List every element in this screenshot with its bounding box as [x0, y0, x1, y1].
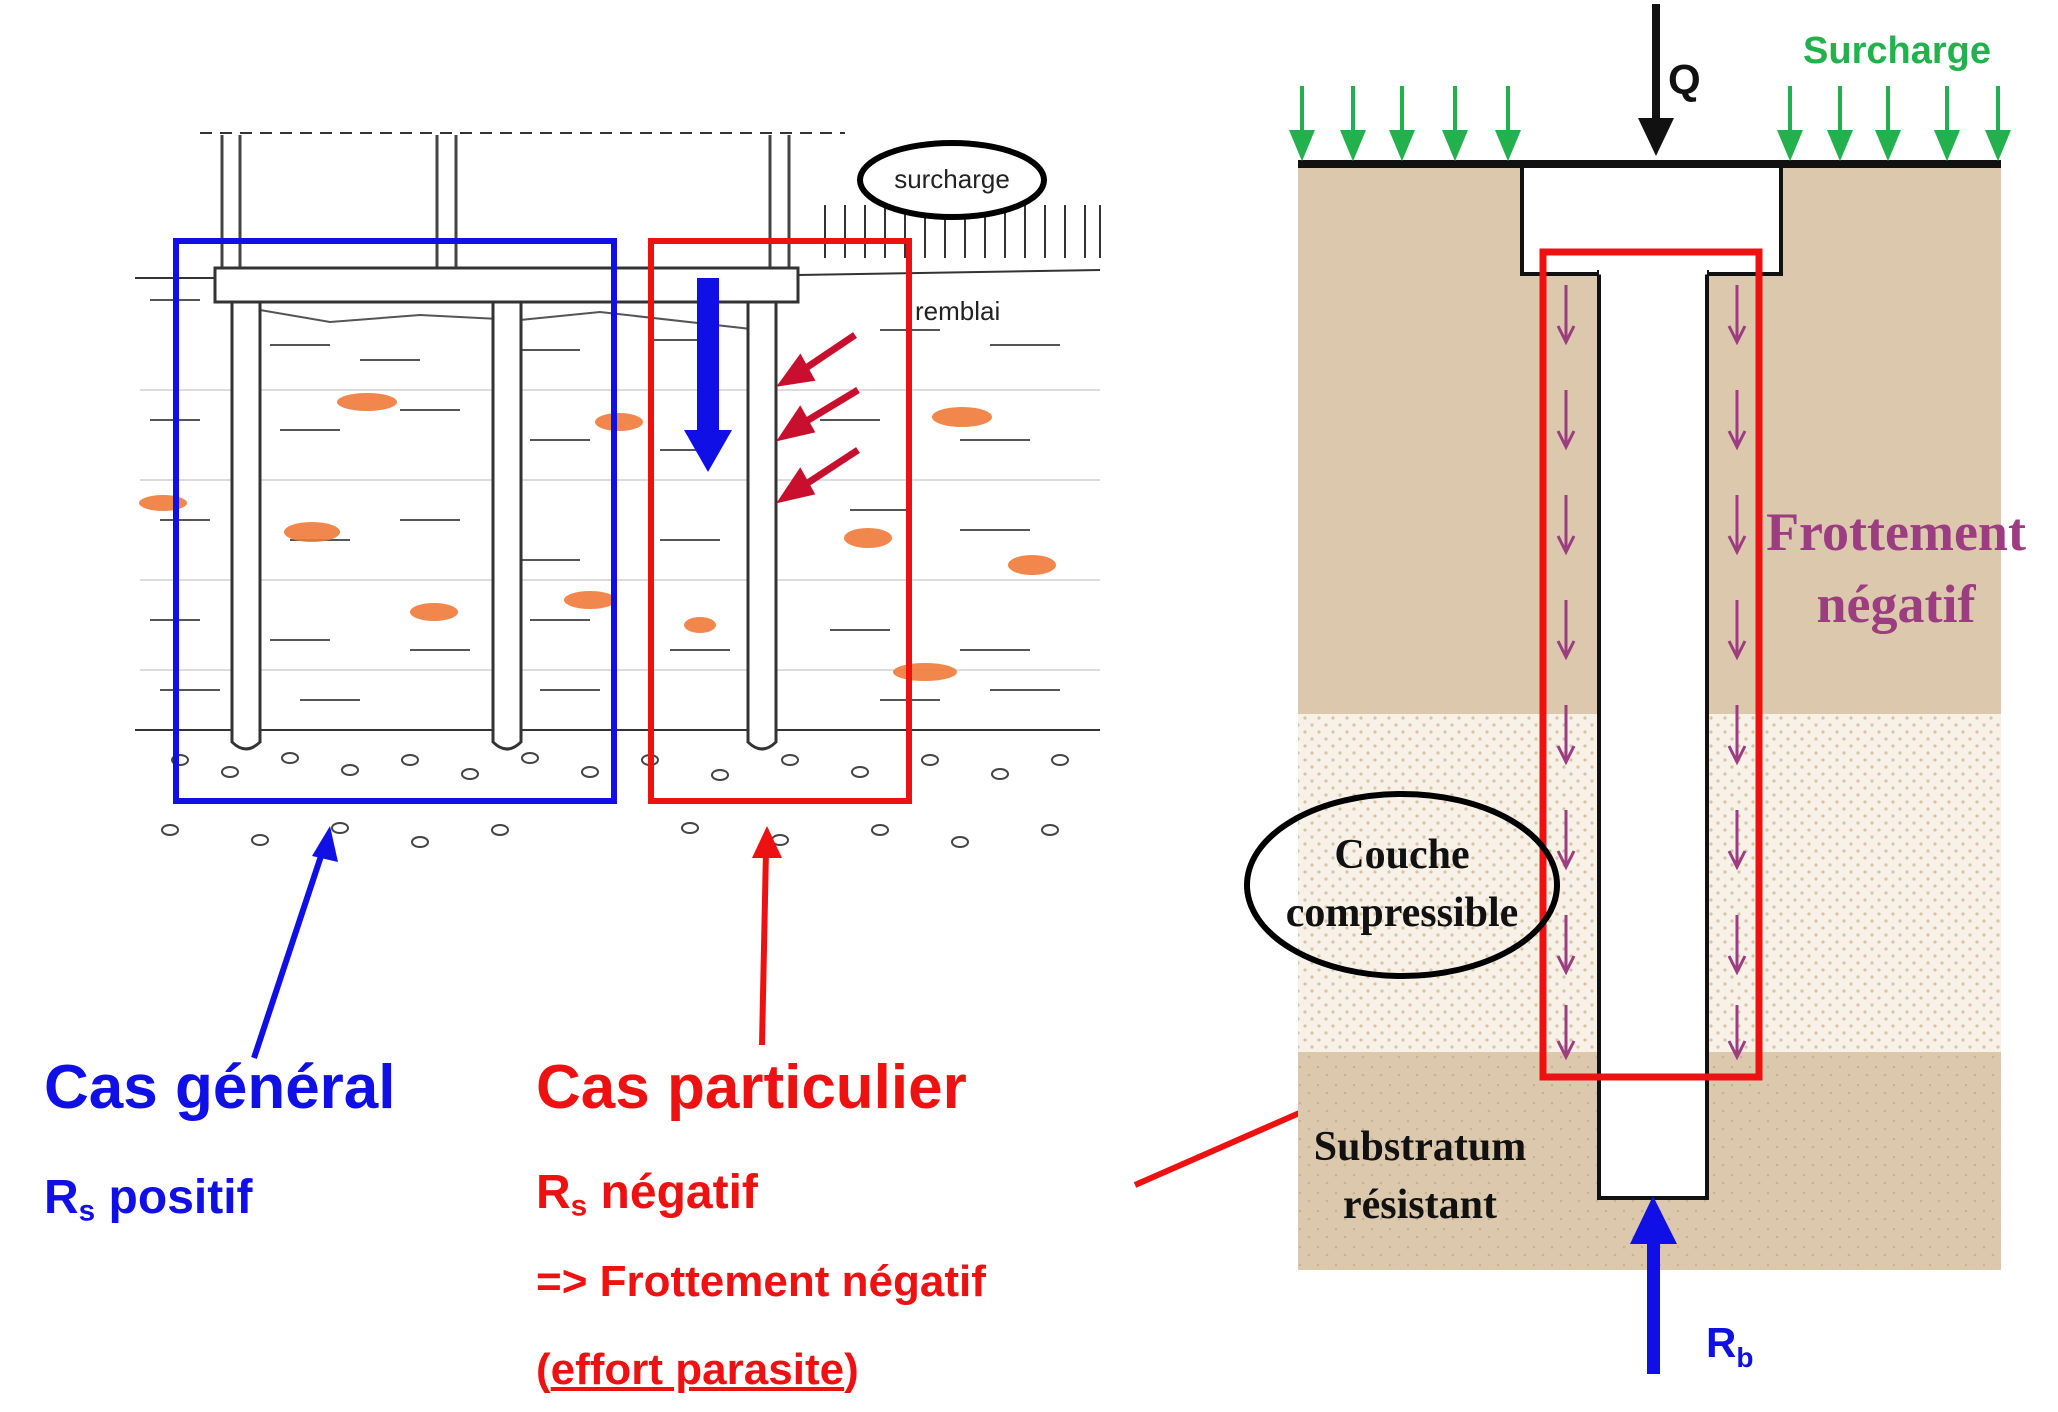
cas-particulier-frame — [648, 238, 912, 804]
rs-positif-label: Rs positif — [44, 1170, 253, 1228]
q-label: Q — [1668, 56, 1701, 103]
right-soil-section — [1298, 160, 2001, 1270]
negative-friction-zone-frame — [1539, 248, 1763, 1081]
frottement-negatif-text: Frottement négatif — [599, 1257, 986, 1306]
surcharge-arrows — [1289, 86, 2011, 162]
couche-label-line1: Couche — [1334, 832, 1469, 878]
rs-negatif-label: Rs négatif — [536, 1165, 758, 1223]
surcharge-small-label: surcharge — [894, 164, 1010, 194]
negative-friction-arrows — [776, 332, 860, 504]
friction-arrows — [1556, 285, 1747, 1061]
cas-general-title: Cas général — [44, 1053, 396, 1122]
effort-parasite-text: effort parasite — [550, 1345, 845, 1394]
surcharge-ellipse — [857, 140, 1047, 220]
rb-label: Rb — [1706, 1319, 1753, 1373]
settlement-arrow — [684, 278, 732, 472]
load-q-arrow — [1638, 4, 1674, 156]
cas-particulier-title: Cas particulier — [536, 1053, 967, 1122]
substratum-label-line1: Substratum — [1314, 1124, 1526, 1170]
paren-close: ) — [844, 1345, 859, 1394]
substratum-label-line2: résistant — [1343, 1182, 1497, 1228]
rs-letter-2: R — [536, 1166, 571, 1219]
frottement-label-line2: négatif — [1817, 574, 1977, 634]
couche-ellipse — [1244, 791, 1560, 979]
surcharge-label: Surcharge — [1803, 30, 1991, 72]
positif-text: positif — [95, 1171, 253, 1224]
remblai-label: remblai — [915, 296, 1000, 326]
arrow-prefix: => — [536, 1257, 600, 1306]
cas-general-pointer — [251, 826, 338, 1059]
negatif-text: négatif — [587, 1166, 758, 1219]
left-soil-sketch — [135, 132, 1101, 848]
rs-letter: R — [44, 1171, 79, 1224]
frottement-label-line1: Frottement — [1766, 502, 2026, 562]
base-resistance-arrow — [1630, 1196, 1677, 1374]
frottement-negatif-line: => Frottement négatif — [536, 1257, 986, 1307]
effort-parasite-line: (effort parasite) — [536, 1345, 859, 1395]
cas-particulier-pointer — [752, 826, 782, 1046]
rs-sub-2: s — [570, 1189, 588, 1223]
cas-general-frame — [173, 238, 617, 804]
rs-sub: s — [78, 1194, 96, 1228]
couche-label-line2: compressible — [1286, 890, 1519, 936]
paren-open: ( — [536, 1345, 551, 1394]
